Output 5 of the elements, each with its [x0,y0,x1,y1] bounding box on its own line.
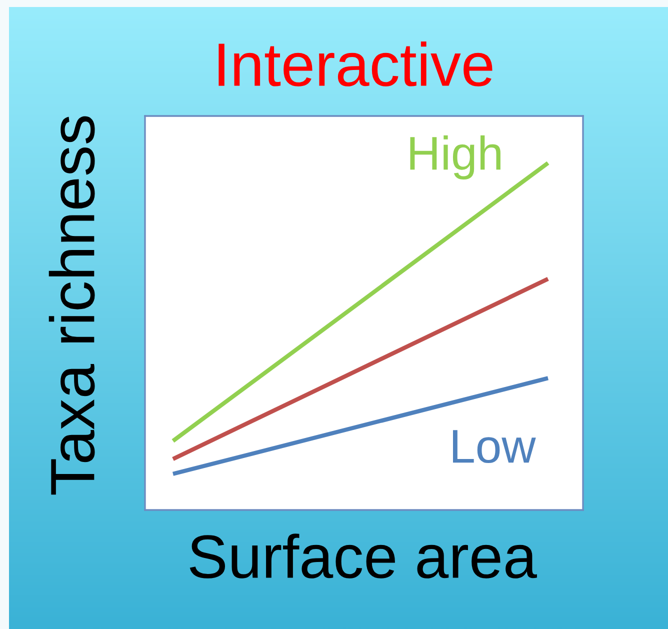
chart-title: Interactive [218,42,492,86]
y-axis-title: Taxa richness [48,116,95,495]
x-axis-title: Surface area [190,534,537,578]
series-label: High [410,135,500,180]
series-label: Low [453,430,536,464]
